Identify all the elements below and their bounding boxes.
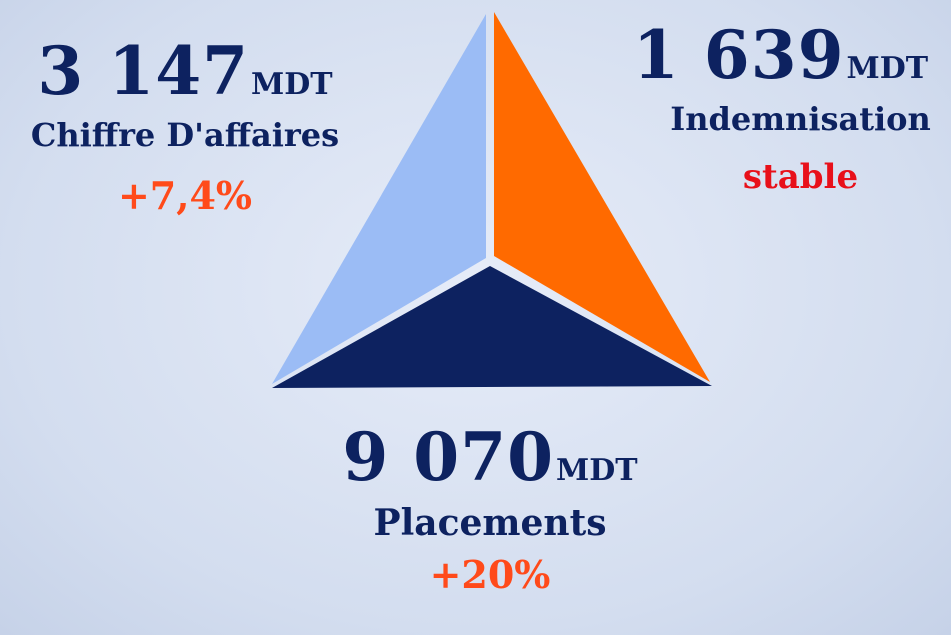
- unit: MDT: [846, 51, 929, 86]
- label: Indemnisation: [670, 100, 931, 138]
- change: +7,4%: [117, 173, 253, 219]
- bottom-segment: [272, 266, 712, 388]
- right-segment: [494, 12, 710, 382]
- stat-block: 9 070MDT Placements +20%: [290, 424, 690, 595]
- change: +20%: [429, 551, 551, 597]
- change: stable: [742, 157, 859, 198]
- unit: MDT: [251, 67, 333, 102]
- stat-value: 9 070MDT: [290, 424, 690, 490]
- stat-block: 1 639MDT Indemnisation stable: [610, 22, 951, 197]
- label: Placements: [373, 502, 607, 544]
- unit: MDT: [556, 453, 638, 488]
- stat-value: 1 639MDT: [610, 22, 951, 88]
- label: Chiffre D'affaires: [30, 116, 340, 154]
- left-segment: [272, 14, 486, 384]
- value: 3 147: [37, 32, 250, 110]
- stat-value: 3 147MDT: [10, 38, 360, 104]
- value: 9 070: [342, 418, 555, 496]
- value: 1 639: [632, 16, 845, 94]
- stat-block: 3 147MDT Chiffre D'affaires +7,4%: [10, 38, 360, 217]
